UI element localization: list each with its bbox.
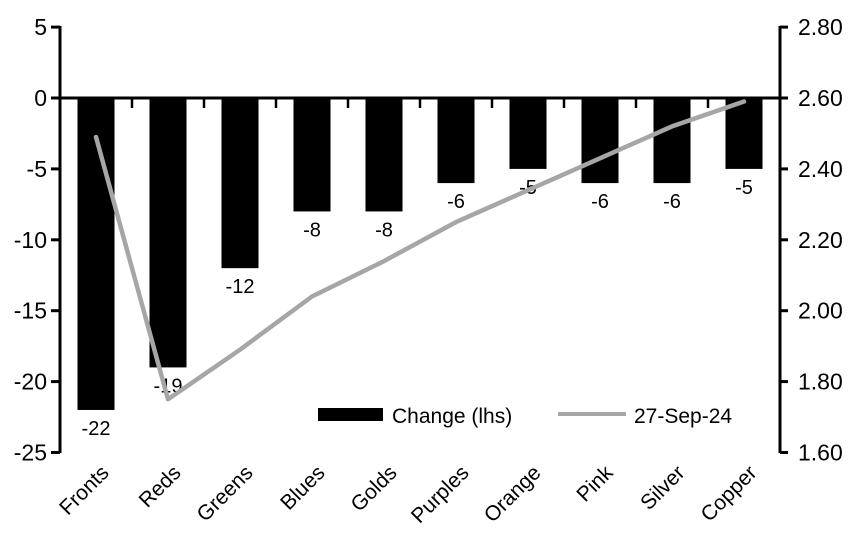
left-axis-label: -5 bbox=[27, 156, 47, 182]
line-series bbox=[93, 99, 747, 402]
left-axis-label: -10 bbox=[14, 227, 47, 253]
legend-bar-label: Change (lhs) bbox=[392, 405, 512, 428]
bar-label-silver: -6 bbox=[663, 191, 681, 213]
category-label-greens: Greens bbox=[193, 461, 258, 526]
legend-bar-swatch bbox=[318, 408, 383, 421]
legend: Change (lhs) 27-Sep-24 bbox=[318, 405, 732, 428]
bar-series bbox=[77, 98, 763, 410]
left-axis-label: -15 bbox=[14, 298, 47, 324]
bar-label-pink: -6 bbox=[591, 191, 609, 213]
left-axis-label: 5 bbox=[34, 14, 47, 40]
bar-reds bbox=[149, 98, 187, 368]
category-label-fronts: Fronts bbox=[55, 461, 113, 519]
category-label-silver: Silver bbox=[636, 461, 689, 514]
bar-label-greens: -12 bbox=[226, 276, 255, 298]
bar-blues bbox=[293, 98, 331, 212]
left-axis-label: 0 bbox=[34, 85, 47, 111]
right-axis-label: 2.40 bbox=[798, 156, 843, 182]
category-label-purples: Purples bbox=[407, 461, 474, 528]
left-axis-label: -20 bbox=[14, 369, 47, 395]
right-axis-label: 2.20 bbox=[798, 227, 843, 253]
category-label-copper: Copper bbox=[697, 461, 762, 526]
right-axis-label: 2.60 bbox=[798, 85, 843, 111]
bar-silver bbox=[653, 98, 691, 184]
right-axis-label: 1.80 bbox=[798, 369, 843, 395]
axes: 5 0 -5 -10 -15 -20 -25 2.80 2.60 2.40 2.20 2.00 1.80… bbox=[14, 14, 843, 465]
category-label-reds: Reds bbox=[135, 461, 186, 512]
bar-greens bbox=[221, 98, 259, 269]
category-label-pink: Pink bbox=[572, 461, 618, 507]
bar-label-golds: -8 bbox=[375, 219, 393, 241]
bar-label-blues: -8 bbox=[303, 219, 321, 241]
category-label-golds: Golds bbox=[346, 461, 401, 516]
bar-label-fronts: -22 bbox=[82, 418, 111, 440]
category-label-orange: Orange bbox=[480, 461, 546, 527]
bar-label-purples: -6 bbox=[447, 191, 465, 213]
bar-pink bbox=[581, 98, 619, 184]
left-axis-label: -25 bbox=[14, 440, 47, 466]
legend-line-label: 27-Sep-24 bbox=[634, 405, 732, 428]
bar-orange bbox=[509, 98, 547, 169]
right-axis-label: 2.80 bbox=[798, 14, 843, 40]
bar-purples bbox=[437, 98, 475, 184]
bar-label-copper: -5 bbox=[735, 177, 753, 199]
bar-fronts bbox=[77, 98, 115, 410]
right-axis-label: 1.60 bbox=[798, 440, 843, 466]
category-labels: Fronts Reds Greens Blues Golds Purples Orange P… bbox=[55, 461, 761, 528]
bar-golds bbox=[365, 98, 403, 212]
category-label-blues: Blues bbox=[276, 461, 329, 514]
bar-copper bbox=[725, 98, 763, 169]
right-axis-label: 2.00 bbox=[798, 298, 843, 324]
